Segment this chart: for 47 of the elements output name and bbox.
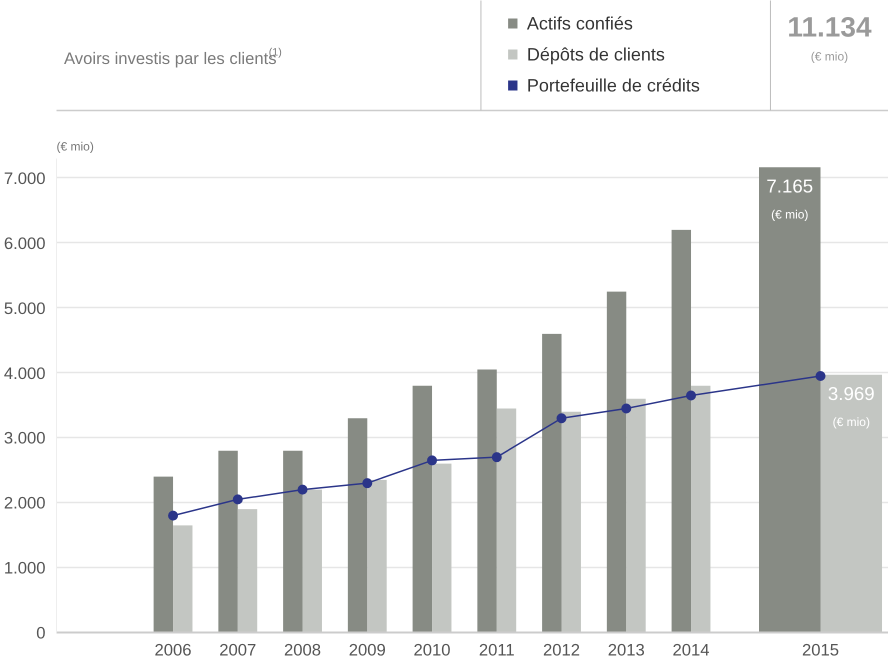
legend-label: Portefeuille de crédits (526, 76, 700, 96)
point (427, 455, 438, 466)
chart-title: Avoirs investis par les clients(1) (64, 46, 282, 68)
text: (€ mio) (810, 50, 848, 64)
bar (542, 334, 562, 632)
x-tick-label: 2011 (478, 640, 515, 660)
x-tick-label: 2007 (219, 640, 256, 660)
point (492, 452, 502, 462)
bar (606, 292, 626, 632)
point (168, 510, 178, 521)
point (556, 413, 567, 424)
y-tick-label: 0 (36, 624, 46, 642)
x-tick-label: 2013 (608, 640, 645, 660)
x-tick-label: 2014 (672, 640, 710, 660)
y-tick-label: 4.000 (4, 364, 46, 383)
y-axis-title: (€ mio) (56, 140, 94, 154)
bar (348, 418, 368, 632)
point (232, 494, 243, 504)
bar (283, 450, 303, 632)
text: 11.134 (787, 12, 872, 42)
bar (477, 370, 497, 632)
data-label: 7.165 (766, 175, 814, 196)
x-tick-label: 2010 (414, 640, 451, 660)
x-tick-label: 2008 (284, 640, 322, 660)
x-tick-label: 2006 (154, 640, 192, 660)
y-tick-label: 3.000 (4, 428, 46, 448)
point (298, 484, 308, 495)
legend-label: Dépôts de clients (526, 44, 665, 64)
annotation: (€ mio) (832, 414, 870, 429)
legend-label: Actifs confiés (526, 14, 633, 34)
y-tick-label: 5.000 (4, 298, 46, 318)
bar (154, 476, 174, 632)
data-label: 3.969 (828, 382, 875, 404)
x-tick-label: 2009 (348, 640, 386, 660)
bar (672, 230, 692, 632)
y-tick-label: 6.000 (4, 234, 46, 253)
point (621, 403, 632, 414)
point (686, 390, 696, 400)
point (362, 478, 372, 488)
x-tick-label: 2015 (802, 640, 840, 660)
y-tick-label: 1.000 (4, 558, 46, 578)
bar (218, 450, 238, 632)
bar (412, 386, 432, 632)
y-tick-label: 7.000 (4, 168, 46, 188)
annotation: (€ mio) (771, 207, 808, 222)
x-tick-label: 2012 (543, 640, 580, 660)
y-tick-label: 2.000 (4, 494, 46, 513)
